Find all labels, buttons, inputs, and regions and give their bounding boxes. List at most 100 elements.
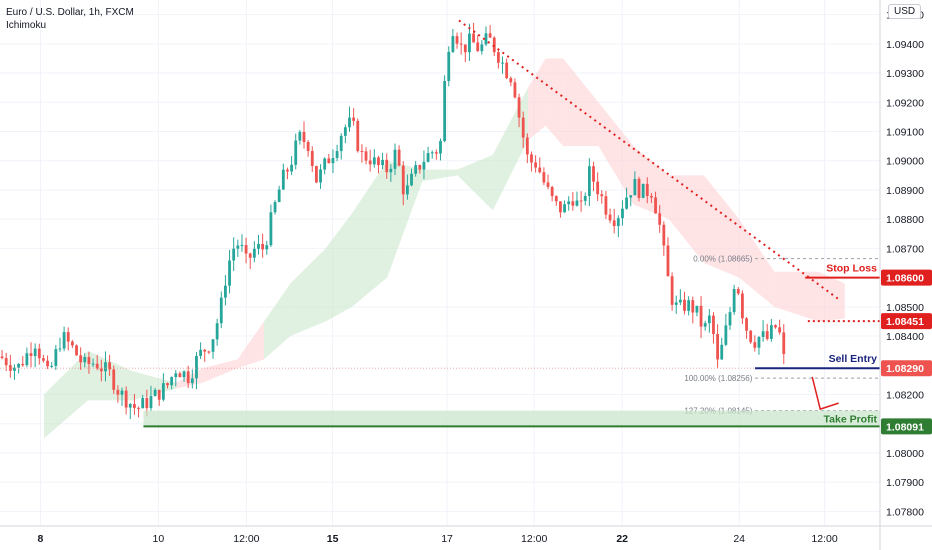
time-axis[interactable]: 8 10 12:00 15 17 12:00 22 24 12:00 <box>0 525 932 545</box>
cloud-segment <box>668 175 704 263</box>
candle-body <box>170 377 174 386</box>
candle-body <box>37 348 41 359</box>
candle-body <box>703 323 707 327</box>
candle-body <box>534 162 538 168</box>
candle-body <box>8 365 12 371</box>
candle-body <box>550 186 554 197</box>
candle-body <box>215 323 219 340</box>
candle-body <box>658 213 662 225</box>
time-tick-label: 24 <box>733 533 745 545</box>
candle-body <box>645 183 649 197</box>
candle-body <box>608 214 612 221</box>
candle-body <box>178 373 182 378</box>
candle-body <box>207 351 211 353</box>
candle-body <box>459 43 463 45</box>
candle-body <box>405 185 409 195</box>
candle-body <box>687 300 691 311</box>
price-tick-label: 1.08000 <box>886 448 924 460</box>
cloud-segment <box>202 359 238 383</box>
candle-body <box>410 173 413 186</box>
price-axis-tag-label: 1.08451 <box>886 316 924 328</box>
candle-body <box>401 165 405 195</box>
sell-entry-label: Sell Entry <box>829 353 878 365</box>
candle-body <box>385 159 389 173</box>
cloud-segment <box>237 321 264 369</box>
price-axis-tag <box>881 269 932 286</box>
price-tick-label: 1.07800 <box>886 506 924 518</box>
candle-body <box>141 397 145 409</box>
price-axis-tag-label: 1.08600 <box>886 273 924 285</box>
candle-body <box>306 141 310 152</box>
candle-body <box>124 390 128 408</box>
candle-body <box>554 196 558 202</box>
cloud-segment <box>739 219 775 307</box>
candle-body <box>476 42 480 52</box>
price-tick-label: 1.08900 <box>886 185 924 197</box>
candle-body <box>310 151 314 166</box>
cloud-segment <box>325 213 352 322</box>
candle-body <box>707 315 711 324</box>
candle-body <box>13 367 16 371</box>
price-tick-label: 1.09200 <box>886 97 924 109</box>
trade-levels: 0.00% (1.08665)100.00% (1.08256)127.20% … <box>0 19 880 428</box>
candle-body <box>641 183 645 198</box>
candle-body <box>765 331 769 339</box>
candle-body <box>633 178 637 196</box>
candle-body <box>517 97 521 118</box>
candle-body <box>600 194 604 197</box>
candle-body <box>712 315 715 335</box>
candle-body <box>670 276 674 305</box>
candle-body <box>166 383 169 386</box>
candle-body <box>559 201 562 213</box>
candle-body <box>484 33 488 45</box>
time-tick-label: 10 <box>153 533 165 545</box>
candle-body <box>621 208 624 219</box>
candle-body <box>637 178 641 198</box>
candle-body <box>182 371 186 378</box>
candle-body <box>4 358 8 366</box>
candle-body <box>120 390 124 395</box>
candle-body <box>434 152 438 154</box>
candle-body <box>583 195 587 201</box>
candle-body <box>782 332 786 354</box>
candle-body <box>571 201 575 206</box>
candle-body <box>46 360 49 367</box>
candle-body <box>315 165 318 183</box>
candle-body <box>662 224 666 246</box>
cloud-segment <box>818 271 845 322</box>
price-tick-label: 1.08500 <box>886 302 924 314</box>
candle-body <box>430 152 434 154</box>
candle-body <box>248 253 252 258</box>
candle-body <box>149 396 153 409</box>
candle-body <box>331 157 335 164</box>
fib-level-label: 0.00% (1.08665) <box>693 255 752 264</box>
candle-body <box>695 305 699 313</box>
cloud-segment <box>290 248 326 337</box>
currency-selector[interactable]: USD <box>884 0 932 24</box>
candle-body <box>17 363 21 368</box>
candle-body <box>724 325 728 345</box>
currency-label[interactable]: USD <box>888 4 922 19</box>
candle-body <box>422 161 426 170</box>
candle-body <box>720 344 724 360</box>
candle-body <box>137 407 140 409</box>
candle-body <box>199 349 202 356</box>
price-axis-tag <box>881 418 932 435</box>
candle-body <box>343 127 347 136</box>
price-axis[interactable]: 1.095001.094001.093001.092001.091001.090… <box>879 0 932 550</box>
candle-body <box>716 334 719 360</box>
candle-body <box>290 164 293 172</box>
price-tick-label: 1.08400 <box>886 331 924 343</box>
candle-body <box>294 140 298 165</box>
candle-body <box>468 33 471 53</box>
candle-body <box>542 172 546 183</box>
candle-body <box>546 182 550 187</box>
chart-header: Euro / U.S. Dollar, 1h, FXCM Ichimoku <box>6 6 134 32</box>
candle-body <box>774 325 777 328</box>
time-tick-label: 22 <box>616 533 628 545</box>
cloud-segment <box>132 371 176 401</box>
symbol-title: Euro / U.S. Dollar, 1h, FXCM <box>6 7 134 18</box>
fib-level-label: 100.00% (1.08256) <box>684 374 752 383</box>
candle-body <box>298 131 302 141</box>
